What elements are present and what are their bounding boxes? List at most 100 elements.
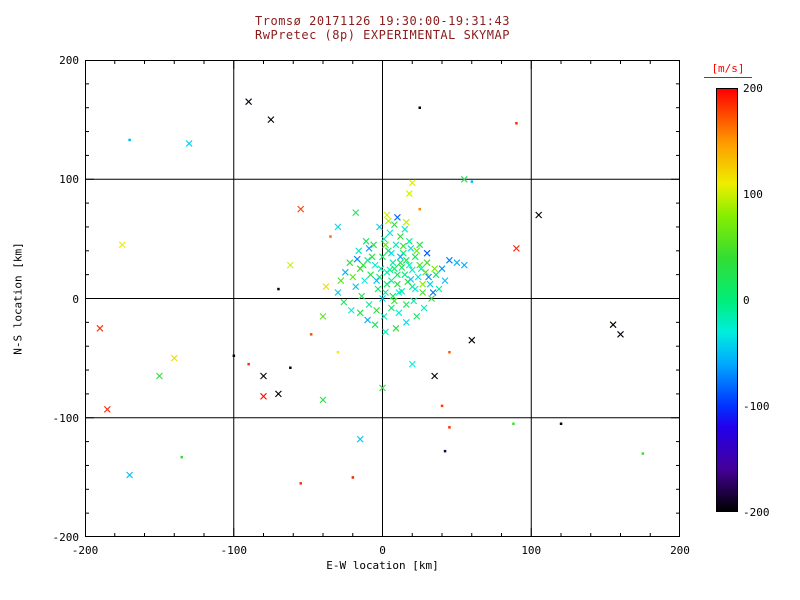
scatter-point [391,265,398,273]
y-axis-label: N-S location [km] [11,242,25,355]
colorbar-tick-label: 100 [743,188,763,201]
scatter-point [411,253,419,261]
scatter-point [435,285,443,293]
scatter-point [380,235,388,243]
colorbar-tick-label: 200 [743,82,763,95]
scatter-point [297,205,305,213]
scatter-point [352,283,360,290]
scatter-point [448,426,451,429]
scatter-point [170,354,178,362]
colorbar-tick-label: 0 [743,294,750,307]
scatter-point [392,324,400,332]
scatter-point [443,449,447,453]
colorbar-tick-label: -200 [743,506,770,519]
scatter-point [368,253,376,261]
scatter-point [336,351,340,354]
scatter-point [408,360,416,368]
scatter-point [322,283,330,290]
scatter-point [329,235,332,238]
title-line-1: Tromsø 20171126 19:30:00-19:31:43 [255,14,510,28]
scatter-point [383,211,391,219]
scatter-point [286,261,294,269]
scatter-point [96,324,104,332]
scatter-point [417,265,425,273]
scatter-point [232,354,236,357]
scatter-point [460,261,468,269]
scatter-point [429,289,437,296]
scatter-point [362,237,370,245]
scatter-point [405,237,413,245]
scatter-point [408,179,416,187]
scatter-point [425,273,432,281]
y-tick-label: 200 [59,54,79,67]
scatter-point [337,277,345,284]
y-tick-label: -200 [52,531,80,544]
scatter-point [289,366,292,369]
scatter-point [309,333,313,336]
scatter-point [414,273,422,281]
scatter-point [419,289,427,296]
scatter-point [407,245,415,252]
scatter-point [388,277,395,284]
scatter-point [515,122,518,125]
colorbar-unit-label: [m/s] [704,62,752,78]
scatter-point [388,249,395,257]
x-tick-label: 0 [379,544,386,557]
plot-area [85,60,680,537]
scatter-point [299,482,302,485]
scatter-point [380,313,388,320]
scatter-point [267,116,275,123]
scatter-point [401,271,409,279]
scatter-point [402,218,410,226]
scatter-point [395,309,403,317]
scatter-point [359,261,367,269]
scatter-point [277,287,280,291]
scatter-point [416,241,424,249]
scatter-point [446,256,453,264]
x-tick-label: -200 [71,544,99,557]
scatter-point [402,301,410,308]
scatter-point [394,280,401,288]
scatter-point [398,264,406,271]
scatter-point [180,455,183,459]
scatter-point [431,265,438,273]
scatter-point [386,266,394,274]
y-tick-label: 0 [72,292,79,306]
scatter-point [413,313,421,320]
scatter-point [373,307,380,314]
scatter-point [395,289,403,296]
scatter-point [535,211,543,219]
scatter-point [364,316,371,324]
scatter-point [185,140,193,147]
scatter-point [356,435,364,443]
scatter-point [418,207,421,211]
scatter-point [428,295,435,302]
scatter-point [402,256,410,264]
scatter-point [423,249,431,257]
scatter-point [388,304,395,312]
scatter-point [402,319,410,326]
scatter-point [641,452,645,455]
x-tick-label: 200 [670,544,690,557]
scatter-point [352,209,360,216]
scatter-point [391,221,398,228]
scatter-point [260,372,267,380]
scatter-point [410,297,418,305]
scatter-point [407,276,415,283]
scatter-point [559,422,563,425]
scatter-point [118,241,126,249]
scatter-point [382,241,389,249]
scatter-point [397,259,404,267]
scatter-point [386,229,394,237]
x-tick-label: -100 [220,544,248,557]
scatter-point [394,214,401,221]
scatter-point [420,304,428,312]
scatter-point [401,225,409,233]
scatter-point [392,241,400,249]
scatter-point [334,223,342,231]
scatter-point [126,471,133,479]
scatter-point [423,259,431,267]
y-tick-label: 100 [59,173,79,187]
scatter-point [379,253,386,261]
